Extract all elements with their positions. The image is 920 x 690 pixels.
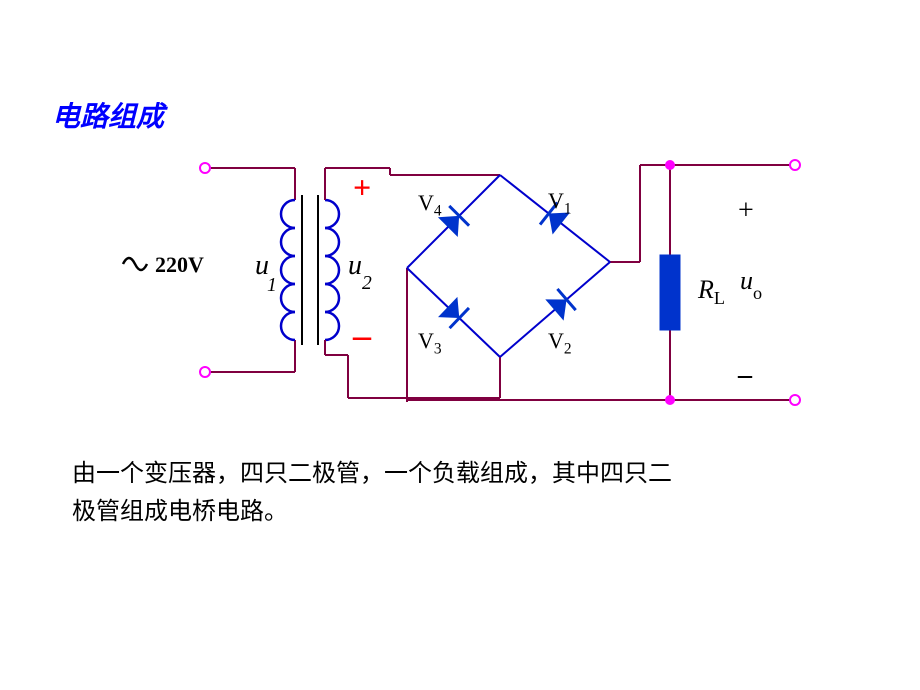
u1-label: u1: [255, 250, 279, 287]
desc-line2: 极管组成电桥电路。: [72, 499, 288, 525]
v4-label: V4: [418, 190, 442, 220]
output-plus: +: [738, 195, 754, 227]
output-minus: _: [738, 350, 752, 382]
u2-label: u2: [348, 250, 372, 287]
page-title: 电路组成: [52, 95, 164, 135]
v2-label: V2: [548, 328, 572, 358]
v3-label: V3: [418, 328, 442, 358]
rl-label: RL: [698, 275, 725, 309]
description-text: 由一个变压器，四只二极管，一个负载组成，其中四只二 极管组成电桥电路。: [72, 455, 672, 532]
desc-line1: 由一个变压器，四只二极管，一个负载组成，其中四只二: [72, 461, 672, 487]
voltage-label: 220V: [155, 252, 204, 278]
svg-text:–: –: [352, 315, 372, 355]
v1-label: V1: [548, 188, 572, 218]
uo-label: uo: [740, 266, 762, 300]
svg-text:+: +: [353, 169, 371, 205]
